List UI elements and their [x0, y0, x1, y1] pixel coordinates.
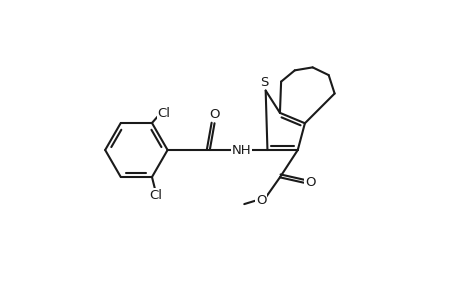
Text: O: O: [304, 176, 315, 189]
Text: Cl: Cl: [149, 189, 162, 202]
Text: S: S: [259, 76, 268, 89]
Text: O: O: [209, 108, 219, 121]
Text: Cl: Cl: [157, 107, 170, 120]
Text: NH: NH: [232, 143, 251, 157]
Text: O: O: [255, 194, 266, 207]
